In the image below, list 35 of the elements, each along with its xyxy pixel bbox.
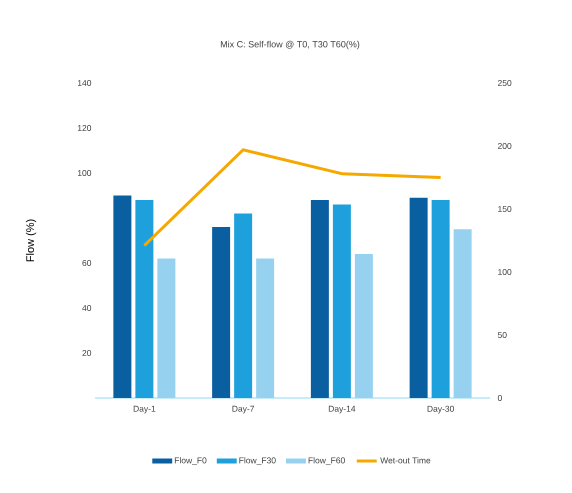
y2-tick-label: 150 bbox=[498, 206, 512, 212]
bar bbox=[256, 258, 274, 398]
chart-title: Mix C: Self-flow @ T0, T30 T60(%) bbox=[220, 40, 360, 50]
x-tick-label: Day-30 bbox=[428, 406, 454, 414]
y-tick-label: 60 bbox=[82, 260, 92, 266]
y-axis-title: Flow (%) bbox=[26, 220, 36, 262]
y2-tick-label: 100 bbox=[498, 268, 512, 276]
line-series bbox=[142, 148, 442, 248]
legend-label: Flow_F30 bbox=[239, 457, 276, 466]
bar bbox=[354, 254, 373, 398]
bar bbox=[410, 198, 428, 398]
bar bbox=[157, 258, 176, 398]
bar bbox=[135, 200, 154, 398]
y-tick-label: 140 bbox=[78, 80, 92, 86]
bar bbox=[113, 196, 132, 398]
bar bbox=[310, 200, 329, 398]
y2-tick-label: 200 bbox=[498, 142, 512, 149]
bar bbox=[234, 214, 252, 398]
y-tick-label: 120 bbox=[78, 124, 92, 131]
x-tick-label: Day-1 bbox=[134, 406, 156, 414]
bar bbox=[332, 204, 351, 398]
x-tick-label: Day-14 bbox=[328, 406, 356, 414]
y2-tick-label: 0 bbox=[498, 394, 502, 402]
y-tick-label: 20 bbox=[82, 350, 92, 356]
x-tick-label: Day-7 bbox=[232, 406, 254, 414]
y2-tick-label: 50 bbox=[498, 332, 507, 338]
bar bbox=[454, 229, 472, 398]
y2-tick-label: 250 bbox=[498, 80, 512, 86]
bar bbox=[212, 227, 230, 398]
legend-label: Flow_F60 bbox=[308, 457, 345, 466]
legend-label: Wet-out Time bbox=[380, 457, 430, 464]
y-tick-label: 40 bbox=[82, 304, 92, 312]
legend-label: Flow_F0 bbox=[174, 457, 206, 466]
bar bbox=[432, 200, 450, 398]
y-tick-label: 100 bbox=[78, 170, 92, 176]
